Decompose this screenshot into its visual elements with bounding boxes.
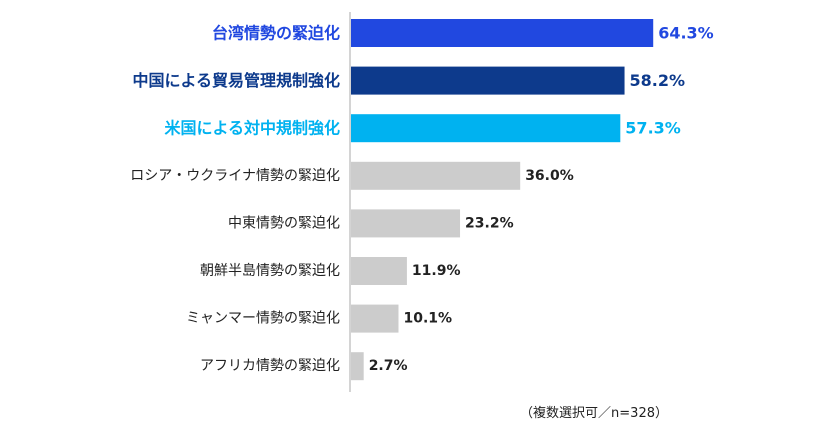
bar <box>351 19 654 47</box>
category-label: 中国による貿易管理規制強化 <box>132 71 340 90</box>
bar <box>351 66 625 95</box>
bar <box>351 257 407 285</box>
category-label: アフリカ情勢の緊迫化 <box>200 358 340 374</box>
bar <box>351 352 364 381</box>
category-label: 中東情勢の緊迫化 <box>228 215 340 231</box>
value-label: 23.2% <box>465 215 514 231</box>
category-label: ミャンマー情勢の緊迫化 <box>186 311 340 327</box>
bar <box>351 161 521 190</box>
category-label: 朝鮮半島情勢の緊迫化 <box>200 263 340 279</box>
bar <box>351 209 461 238</box>
bar <box>351 114 621 143</box>
category-label: ロシア・ウクライナ情勢の緊迫化 <box>130 168 340 184</box>
category-label: 台湾情勢の緊迫化 <box>212 24 340 43</box>
value-label: 2.7% <box>369 358 408 374</box>
category-label: 米国による対中規制強化 <box>164 119 340 138</box>
bar <box>351 304 399 333</box>
value-label: 36.0% <box>525 168 574 184</box>
value-label: 58.2% <box>630 71 686 90</box>
value-label: 64.3% <box>658 24 714 43</box>
sample-note: （複数選択可／n=328） <box>520 406 668 421</box>
value-label: 11.9% <box>412 263 461 279</box>
value-label: 10.1% <box>403 311 452 327</box>
value-label: 57.3% <box>625 119 681 138</box>
